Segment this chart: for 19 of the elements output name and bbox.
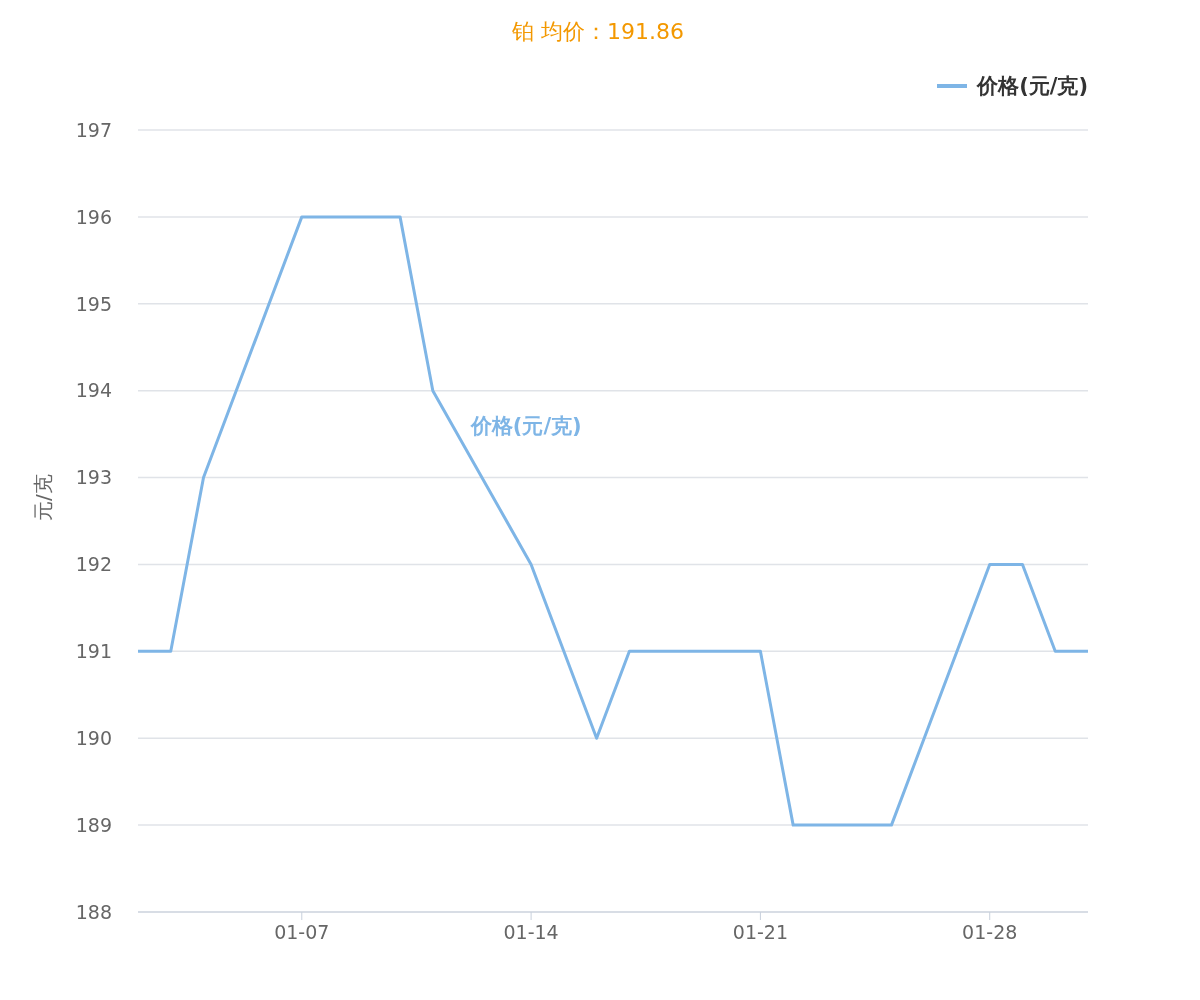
x-tick-label: 01-14: [503, 921, 559, 944]
x-tick-label: 01-21: [732, 921, 789, 944]
y-axis-title: 元/克: [31, 474, 56, 521]
line-series: [138, 215, 1088, 827]
y-tick-label: 192: [75, 553, 112, 576]
y-tick-label: 193: [75, 466, 112, 489]
y-tick-label: 188: [75, 900, 112, 923]
x-tick-label: 01-07: [274, 921, 330, 944]
chart-title: 铂 均价：191.86: [511, 18, 685, 46]
x-tick-label: 01-28: [962, 921, 1018, 944]
legend-label: 价格(元/克): [975, 73, 1088, 100]
y-tick-label: 189: [75, 813, 112, 836]
text: 价格(元/克): [470, 413, 582, 438]
y-tick-label: 197: [75, 118, 112, 141]
y-tick-label: 194: [75, 379, 112, 402]
y-tick-label: 195: [75, 292, 112, 315]
y-tick-label: 196: [75, 205, 112, 228]
y-tick-label: 190: [75, 726, 112, 749]
y-tick-label: 191: [75, 640, 112, 663]
